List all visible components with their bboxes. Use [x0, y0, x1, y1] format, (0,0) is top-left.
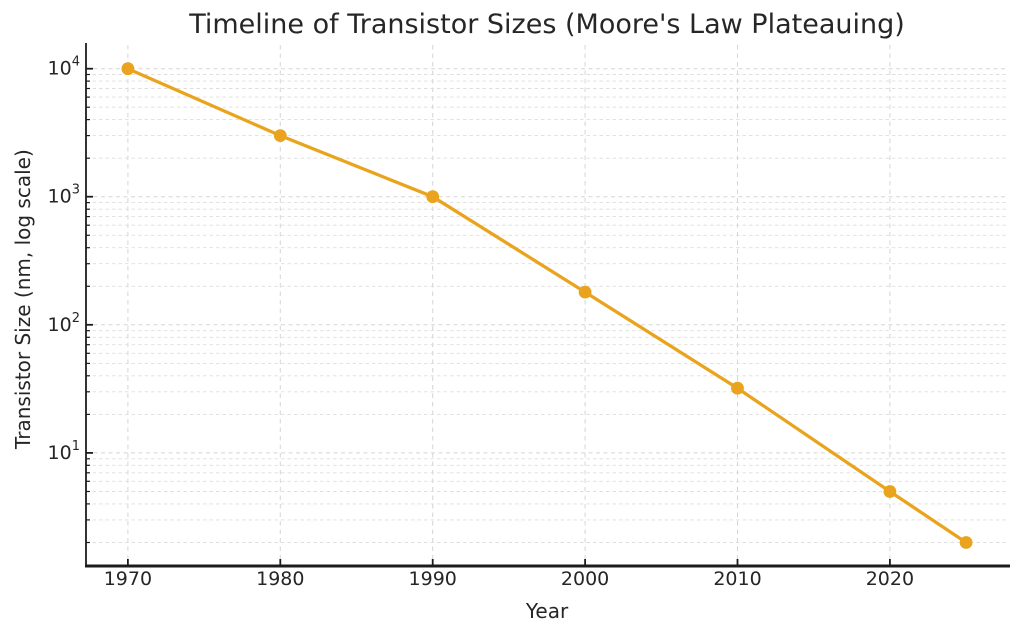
y-tick-label: 104 — [48, 55, 80, 80]
series-line — [126, 67, 968, 545]
x-tick-label: 1990 — [409, 568, 457, 590]
data-point — [273, 129, 287, 143]
x-tick-label: 2020 — [866, 568, 914, 590]
data-point — [731, 381, 744, 395]
data-point — [883, 485, 897, 498]
data-point — [121, 62, 135, 76]
x-tick-label: 2000 — [561, 568, 609, 590]
chart-title: Timeline of Transistor Sizes (Moore's La… — [189, 9, 905, 40]
y-tick-label: 101 — [48, 439, 80, 464]
x-tick-label: 1980 — [256, 568, 304, 590]
x-tick-label: 2010 — [713, 568, 761, 590]
y-tick-label: 102 — [48, 311, 80, 336]
data-point — [426, 190, 440, 204]
data-point — [959, 536, 973, 549]
x-axis-title: Year — [525, 599, 569, 623]
x-tick-label: 1970 — [104, 568, 152, 590]
y-tick-label: 103 — [48, 183, 80, 208]
data-point — [578, 285, 592, 299]
